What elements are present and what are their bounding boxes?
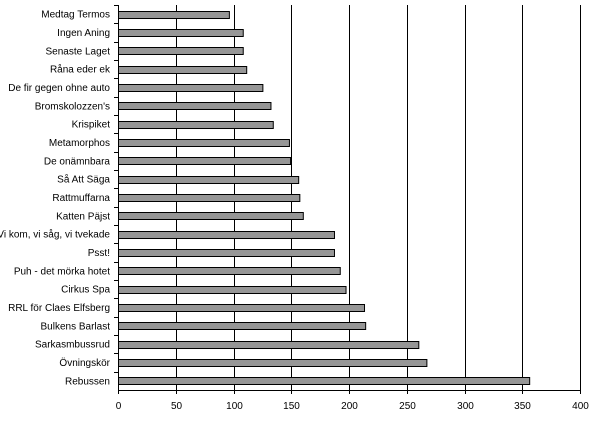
bar <box>118 157 292 165</box>
bar <box>118 286 347 294</box>
category-label: Övningskör <box>59 357 110 369</box>
bar <box>118 29 244 37</box>
bar <box>118 47 244 55</box>
bar <box>118 267 341 275</box>
x-tick-label: 50 <box>171 401 183 412</box>
category-label: De onämnbara <box>44 156 111 167</box>
category-label: RRL för Claes Elfsberg <box>8 303 110 314</box>
category-label: Psst! <box>88 248 110 259</box>
bar <box>118 139 290 147</box>
bar <box>118 121 274 129</box>
bar <box>118 341 420 349</box>
category-label: Senaste Laget <box>46 46 111 57</box>
bar <box>118 249 335 257</box>
bar <box>118 322 367 330</box>
category-label: Medtag Termos <box>41 10 110 21</box>
axes <box>114 5 581 394</box>
x-tick-label: 100 <box>226 401 243 412</box>
category-label: Metamorphos <box>49 138 110 149</box>
category-label: Rebussen <box>65 376 110 387</box>
category-label: Cirkus Spa <box>61 285 110 296</box>
bar <box>118 176 300 184</box>
x-tick-label: 300 <box>457 401 474 412</box>
category-label: Så Att Säga <box>57 174 110 186</box>
x-tick-label: 150 <box>283 401 300 412</box>
category-label: Vi kom, vi såg, vi tvekade <box>0 229 110 241</box>
category-label: Krispiket <box>72 120 111 131</box>
bar <box>118 84 264 92</box>
bars <box>118 11 531 385</box>
bar <box>118 11 230 19</box>
x-tick-label: 0 <box>116 401 122 412</box>
category-label: Råna eder ek <box>50 64 111 76</box>
bar <box>118 359 428 367</box>
category-label: De fir gegen ohne auto <box>8 83 110 94</box>
bar <box>118 194 301 202</box>
category-label: Ingen Aning <box>57 28 110 39</box>
x-tick-label: 250 <box>399 401 416 412</box>
category-label: Rattmuffarna <box>52 193 110 204</box>
bar <box>118 102 272 110</box>
x-tick-labels: 0 50 100 150 200 250 300 350 400 <box>116 401 590 412</box>
bar <box>118 377 531 385</box>
category-label: Katten Päjst <box>56 211 110 222</box>
category-label: Bulkens Barlast <box>41 321 111 332</box>
category-label: Sarkasmbussrud <box>35 340 110 351</box>
category-label: Puh - det mörka hotet <box>14 266 110 277</box>
bar <box>118 212 304 220</box>
category-labels: Medtag Termos Ingen Aning Senaste Laget Rån… <box>0 10 111 388</box>
x-tick-label: 200 <box>341 401 358 412</box>
bar <box>118 231 335 239</box>
x-tick-label: 400 <box>572 401 589 412</box>
x-tick-label: 350 <box>514 401 531 412</box>
category-label: Bromskolozzen's <box>35 101 110 112</box>
bar <box>118 304 366 312</box>
bar <box>118 66 248 74</box>
